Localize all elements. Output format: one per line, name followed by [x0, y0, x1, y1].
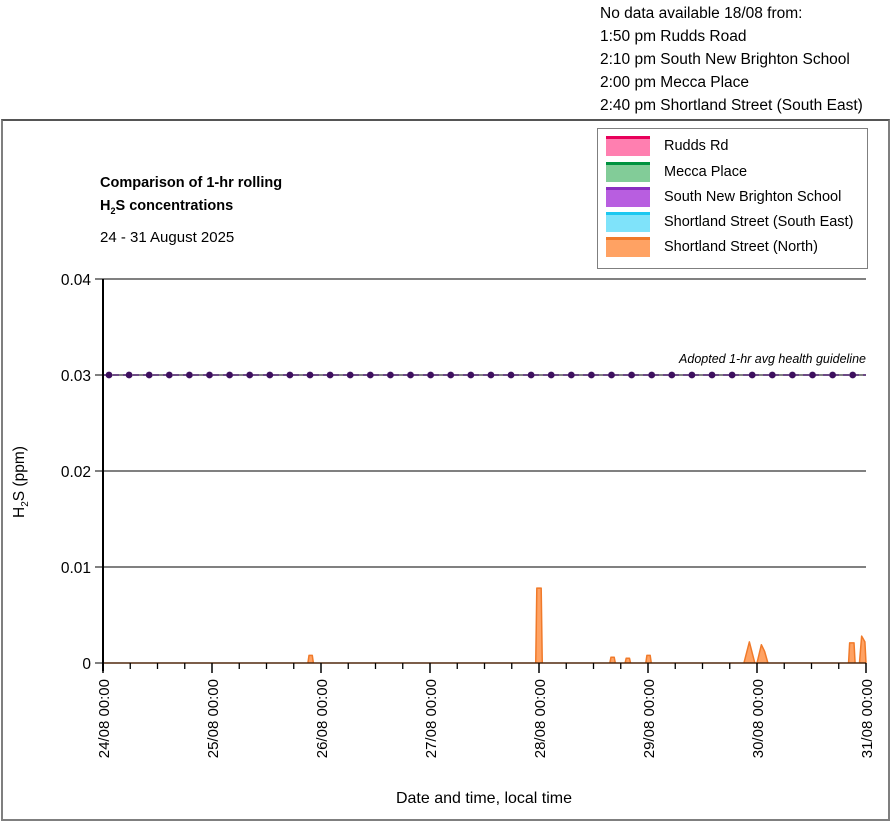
- legend-swatch: [606, 212, 650, 232]
- legend-swatch: [606, 237, 650, 257]
- legend-item-south-new-brighton-school[interactable]: South New Brighton School: [606, 186, 841, 208]
- y-axis-label: H2S (ppm): [11, 446, 32, 518]
- no-data-note: No data available 18/08 from: 1:50 pm Ru…: [600, 2, 863, 117]
- chart-subtitle: 24 - 31 August 2025: [100, 229, 235, 246]
- legend-label: Shortland Street (South East): [664, 214, 854, 230]
- legend-label: South New Brighton School: [664, 189, 842, 205]
- legend-item-rudds-rd[interactable]: Rudds Rd: [606, 135, 728, 157]
- legend-label: Mecca Place: [664, 164, 748, 180]
- legend-swatch: [606, 162, 650, 182]
- note-line: 2:00 pm Mecca Place: [600, 74, 750, 91]
- legend-item-shortland-street-north[interactable]: Shortland Street (North): [606, 236, 818, 258]
- legend-label: Shortland Street (North): [664, 239, 818, 255]
- legend: Rudds Rd Mecca Place South New Brighton …: [597, 128, 868, 269]
- note-line: 1:50 pm Rudds Road: [600, 28, 747, 45]
- legend-item-mecca-place[interactable]: Mecca Place: [606, 161, 747, 183]
- chart-title: Comparison of 1-hr rolling H2S concentra…: [100, 172, 282, 223]
- note-line: 2:10 pm South New Brighton School: [600, 51, 850, 68]
- legend-swatch: [606, 136, 650, 156]
- chart-title-line2: H2S concentrations: [100, 198, 234, 216]
- note-line: 2:40 pm Shortland Street (South East): [600, 97, 863, 114]
- chart-title-line1: Comparison of 1-hr rolling: [100, 175, 283, 191]
- legend-label: Rudds Rd: [664, 138, 729, 154]
- legend-item-shortland-street-south-east[interactable]: Shortland Street (South East): [606, 211, 853, 233]
- legend-swatch: [606, 187, 650, 207]
- note-line: No data available 18/08 from:: [600, 5, 803, 22]
